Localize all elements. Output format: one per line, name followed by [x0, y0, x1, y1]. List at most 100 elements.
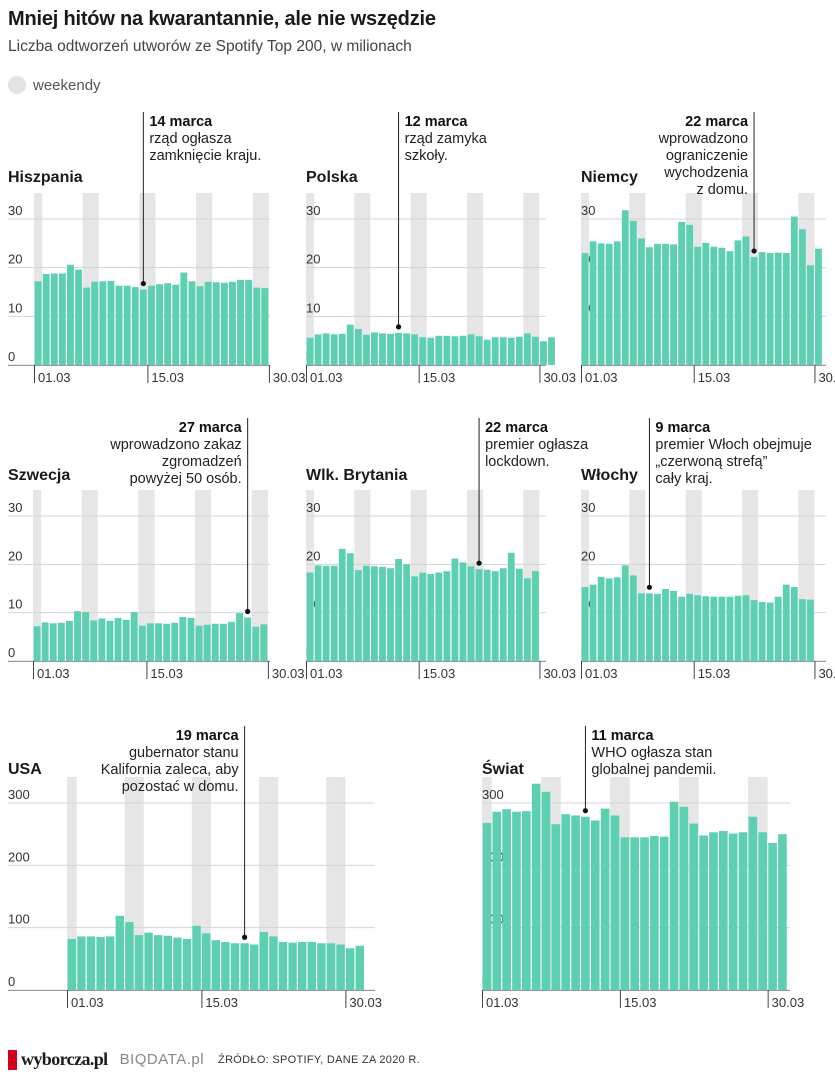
- weekend-band: [685, 490, 694, 661]
- annotation-dot: [140, 280, 146, 287]
- bar: [621, 210, 629, 365]
- y-tick-label: 200: [8, 849, 30, 864]
- bar: [694, 246, 702, 365]
- bar: [34, 281, 42, 365]
- bar: [532, 336, 539, 365]
- bar: [662, 243, 669, 365]
- annotation-dot: [395, 324, 402, 330]
- bar: [115, 285, 123, 365]
- bar: [654, 593, 661, 661]
- bar: [91, 281, 99, 365]
- weekend-band: [259, 777, 269, 990]
- chart-title: Włochy: [581, 467, 638, 484]
- y-tick-label: 20: [8, 548, 22, 563]
- bar: [371, 332, 378, 365]
- bar: [298, 942, 307, 990]
- x-tick-label: 30.03: [543, 370, 576, 385]
- bar: [491, 337, 499, 365]
- bar: [726, 596, 734, 661]
- bar: [322, 333, 330, 365]
- bar: [748, 816, 758, 990]
- x-tick-label: 01.03: [38, 370, 71, 385]
- bar: [774, 252, 782, 365]
- bar: [807, 599, 814, 661]
- weekend-band: [260, 193, 269, 365]
- bar: [483, 339, 491, 365]
- bar: [491, 571, 499, 661]
- weekend-band: [252, 193, 261, 365]
- bar: [306, 572, 314, 661]
- x-tick-label: 15.03: [150, 666, 183, 681]
- bar: [670, 244, 677, 365]
- y-tick-label: 20: [306, 252, 320, 267]
- bar: [66, 620, 73, 661]
- bar: [115, 915, 124, 990]
- bar: [650, 836, 659, 990]
- bar: [531, 783, 541, 990]
- bar: [139, 289, 147, 365]
- bar: [790, 587, 798, 661]
- bar: [734, 240, 742, 365]
- bar: [362, 565, 370, 661]
- bar: [148, 285, 155, 365]
- bar: [475, 569, 483, 661]
- bar: [57, 622, 65, 661]
- bar: [147, 623, 154, 661]
- bar: [646, 247, 653, 365]
- annotation-dot: [245, 608, 251, 615]
- bar: [515, 336, 523, 365]
- bar: [637, 593, 645, 661]
- bar: [551, 824, 561, 990]
- x-tick-label: 15.03: [698, 370, 731, 385]
- annotation-text: pozostać w domu.: [122, 779, 239, 795]
- y-tick-label: 20: [306, 548, 320, 563]
- brand-logo[interactable]: wyborcza.pl: [21, 1049, 108, 1069]
- weekend-band: [268, 777, 279, 990]
- weekend-band: [33, 490, 42, 661]
- bar: [82, 612, 90, 661]
- bar: [679, 806, 689, 990]
- x-tick-label: 30.03: [273, 370, 306, 385]
- bar: [134, 935, 144, 990]
- bar: [172, 284, 180, 365]
- bar: [678, 221, 686, 365]
- weekend-band: [335, 777, 346, 990]
- bar: [459, 335, 467, 365]
- bar: [750, 600, 758, 661]
- weekend-band: [581, 490, 590, 661]
- brand2-logo[interactable]: BIQDATA.pl: [119, 1051, 205, 1068]
- bar: [702, 242, 710, 365]
- y-tick-label: 100: [8, 912, 30, 927]
- annotation-text: rząd zamyka: [405, 131, 488, 147]
- annotation-text: powyżej 50 osób.: [130, 471, 242, 487]
- bar: [435, 572, 443, 661]
- bar: [230, 943, 240, 990]
- bar: [475, 336, 483, 365]
- weekend-band: [750, 490, 759, 661]
- bar: [605, 578, 613, 661]
- weekend-band: [124, 777, 135, 990]
- bar: [443, 335, 451, 365]
- bar: [314, 565, 322, 661]
- bar: [346, 553, 354, 661]
- bar: [204, 281, 212, 365]
- bar: [654, 243, 661, 365]
- bar: [726, 251, 734, 365]
- bar: [411, 576, 419, 661]
- y-tick-label: 20: [581, 548, 595, 563]
- bar: [548, 337, 555, 365]
- bar: [86, 936, 96, 990]
- bar: [403, 564, 411, 661]
- bar: [742, 236, 750, 365]
- bar: [581, 253, 589, 365]
- x-tick-label: 15.03: [205, 995, 238, 1010]
- bar: [33, 626, 41, 661]
- x-tick-label: 01.03: [37, 666, 70, 681]
- weekend-band: [798, 490, 807, 661]
- bar: [75, 269, 82, 365]
- bar: [96, 937, 105, 990]
- bar: [98, 618, 106, 661]
- x-tick-label: 15.03: [423, 666, 456, 681]
